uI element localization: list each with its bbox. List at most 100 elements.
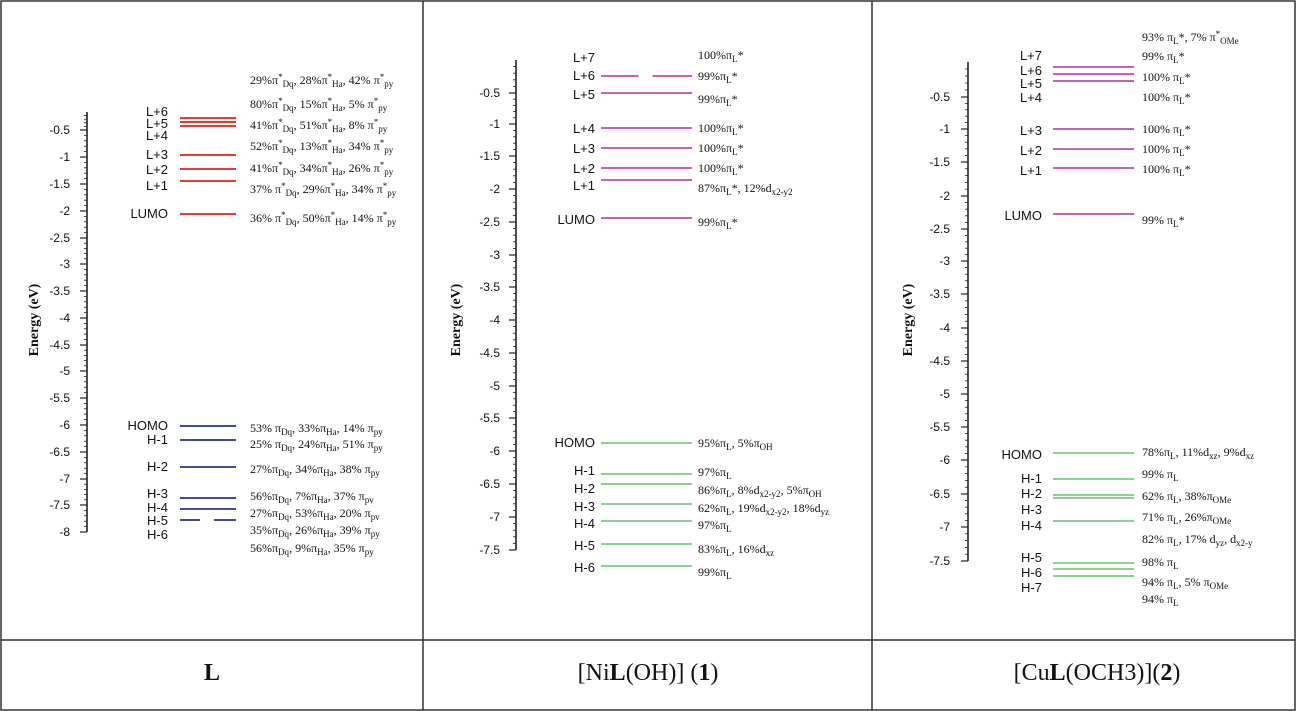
level-label: HOMO: [128, 418, 168, 433]
level-annotation: 100% πL*: [1142, 162, 1191, 178]
level-annotation: 97%πL: [698, 465, 732, 481]
level-annotation: 53% πDq, 33%πHa, 14% πpy: [250, 421, 383, 437]
y-tick-label: -4: [939, 321, 950, 335]
level-annotation: 100% πL*: [1142, 70, 1191, 86]
level-annotation: 41%π*Dq, 51%π*Ha, 8% π*py: [250, 117, 388, 133]
level-annotation: 52%π*Dq, 13%π*Ha, 34% π*py: [250, 138, 394, 154]
y-tick-label: -6: [59, 418, 70, 432]
level-label: H-6: [574, 560, 595, 575]
y-tick-label: -4: [59, 311, 70, 325]
y-tick-label: -3.5: [479, 280, 500, 294]
y-tick-label: -7: [489, 510, 500, 524]
y-tick-label: -5.5: [929, 420, 950, 434]
level-label: L+1: [573, 178, 595, 193]
y-tick-label: -2: [489, 182, 500, 196]
y-tick-label: -6.5: [929, 487, 950, 501]
panel-2: -0.5 -1 -1.5 -2 -2.5 -3 -3.5 -4 -4.5 -5 -5.5 -6 -6.5…: [449, 48, 829, 686]
y-tick-label: -0.5: [49, 123, 70, 137]
level-annotation: 95%πL, 5%πOH: [698, 436, 773, 452]
level-label: L+5: [573, 87, 595, 102]
y-tick-label: -3.5: [49, 284, 70, 298]
panel-3: -0.5 -1 -1.5 -2 -2.5 -3 -3.5 -4 -4.5 -5 -5.5 -6 -6.5…: [901, 29, 1254, 686]
level-annotation: 36% π*Dq, 50%π*Ha, 14% π*py: [250, 210, 397, 226]
y-tick-label: -3.5: [929, 287, 950, 301]
y-tick-label: -2.5: [49, 231, 70, 245]
level-annotation: 29%π*Dq, 28%π*Ha, 42% π*py: [250, 72, 394, 88]
level-annotation: 94% πL, 5% πOMe: [1142, 575, 1228, 591]
level-annotation: 80%π*Dq, 15%π*Ha, 5% π*py: [250, 96, 388, 112]
panels: -0.5 -1 -1.5 -2 -2.5 -3 -3.5 -4 -4.5 -5 -5.5 -6 -6.5…: [27, 29, 1254, 686]
level-label: HOMO: [1002, 447, 1042, 462]
level-label: H-5: [574, 538, 595, 553]
y-tick-label: -2: [939, 189, 950, 203]
level-annotation: 99% πL*: [1142, 213, 1185, 229]
level-label: L+2: [1020, 143, 1042, 158]
level-annotation: 25% πDq, 24%πHa, 51% πpy: [250, 437, 383, 453]
level-label: L+3: [146, 147, 168, 162]
level-label: H-6: [147, 527, 168, 542]
level-label: L+4: [573, 121, 595, 136]
y-tick-label: -6.5: [479, 477, 500, 491]
level-label: L+6: [1020, 63, 1042, 78]
level-label: L+5: [1020, 76, 1042, 91]
level-label: L+2: [573, 161, 595, 176]
level-annotation: 93% πL*, 7% π*OMe: [1142, 29, 1239, 45]
level-label: H-7: [1021, 580, 1042, 595]
level-annotation: 41%π*Dq, 34%π*Ha, 26% π*py: [250, 160, 394, 176]
level-annotation: 86%πL, 8%dx2-y2, 5%πOH: [698, 483, 822, 499]
compound-name: L: [204, 660, 220, 686]
y-axis-label: Energy (eV): [27, 283, 42, 356]
level-annotation: 99% πL*: [1142, 49, 1185, 65]
y-tick-label: -6: [489, 444, 500, 458]
level-label: L+3: [573, 141, 595, 156]
y-axis-label: Energy (eV): [901, 283, 916, 356]
y-tick-label: -0.5: [479, 86, 500, 100]
level-label: H-4: [1021, 518, 1042, 533]
level-annotation: 87%πL*, 12%dx2-y2: [698, 181, 793, 197]
y-tick-label: -1.5: [929, 155, 950, 169]
level-label: H-5: [1021, 550, 1042, 565]
level-label: H-2: [574, 481, 595, 496]
level-annotation: 100% πL*: [1142, 122, 1191, 138]
level-label: L+6: [146, 104, 168, 119]
level-annotation: 100% πL*: [1142, 90, 1191, 106]
level-label: H-1: [574, 463, 595, 478]
y-tick-label: -1.5: [479, 149, 500, 163]
y-tick-label: -2.5: [479, 215, 500, 229]
level-annotation: 62%πL, 19%dx2-y2, 18%dyz: [698, 501, 829, 517]
level-label: H-1: [1021, 471, 1042, 486]
y-tick-label: -4.5: [49, 338, 70, 352]
compound-name: [CuL(OCH3)](2): [1014, 660, 1181, 686]
level-label: L+4: [1020, 90, 1042, 105]
level-label: L+2: [146, 162, 168, 177]
level-label: L+1: [146, 178, 168, 193]
y-tick-label: -8: [59, 525, 70, 539]
compound-name: [NiL(OH)] (1): [578, 660, 719, 686]
level-annotation: 27%πDq, 34%πHa, 38% πpy: [250, 462, 380, 478]
level-label: H-2: [1021, 486, 1042, 501]
level-label: HOMO: [555, 435, 595, 450]
y-tick-label: -6.5: [49, 445, 70, 459]
level-annotation: 27%πDq, 53%πHa, 20% πpv: [250, 506, 380, 522]
level-annotation: 98% πL: [1142, 555, 1179, 571]
level-label: LUMO: [557, 212, 595, 227]
level-label: LUMO: [1004, 208, 1042, 223]
y-tick-label: -7.5: [49, 498, 70, 512]
level-annotation: 35%πDq, 26%πHa, 39% πpy: [250, 523, 380, 539]
level-annotation: 71% πL, 26%πOMe: [1142, 510, 1231, 526]
level-label: H-1: [147, 432, 168, 447]
level-label: L+5: [146, 116, 168, 131]
level-label: H-6: [1021, 565, 1042, 580]
y-tick-label: -2: [59, 204, 70, 218]
level-annotation: 99%πL*: [698, 215, 738, 231]
y-tick-label: -7: [939, 520, 950, 534]
y-tick-label: -7.5: [929, 554, 950, 568]
y-tick-label: -1: [59, 150, 70, 164]
y-tick-label: -4: [489, 313, 500, 327]
level-label: H-3: [1021, 502, 1042, 517]
y-tick-label: -4.5: [479, 346, 500, 360]
level-annotation: 100%πL*: [698, 121, 744, 137]
level-annotation: 100%πL*: [698, 161, 744, 177]
